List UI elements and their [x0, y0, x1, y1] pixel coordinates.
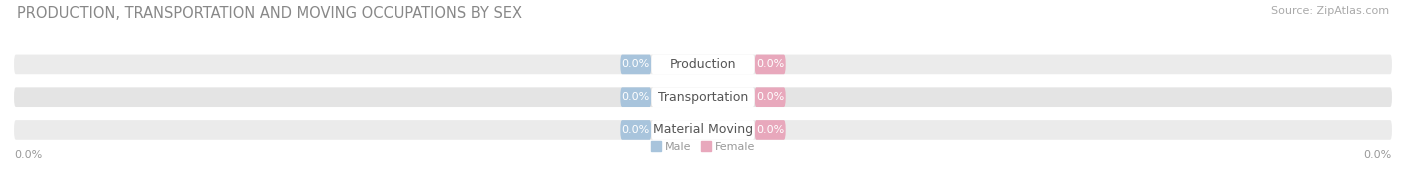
Text: Transportation: Transportation	[658, 91, 748, 104]
Text: PRODUCTION, TRANSPORTATION AND MOVING OCCUPATIONS BY SEX: PRODUCTION, TRANSPORTATION AND MOVING OC…	[17, 6, 522, 21]
FancyBboxPatch shape	[755, 120, 786, 140]
Text: 0.0%: 0.0%	[756, 92, 785, 102]
Text: 0.0%: 0.0%	[1364, 150, 1392, 160]
Text: Production: Production	[669, 58, 737, 71]
Text: 0.0%: 0.0%	[621, 125, 650, 135]
FancyBboxPatch shape	[755, 87, 786, 107]
FancyBboxPatch shape	[651, 55, 755, 74]
FancyBboxPatch shape	[651, 120, 755, 140]
FancyBboxPatch shape	[651, 87, 755, 107]
Text: 0.0%: 0.0%	[14, 150, 42, 160]
Text: Material Moving: Material Moving	[652, 123, 754, 136]
Text: 0.0%: 0.0%	[756, 125, 785, 135]
Text: 0.0%: 0.0%	[621, 92, 650, 102]
FancyBboxPatch shape	[14, 55, 1392, 74]
FancyBboxPatch shape	[620, 120, 651, 140]
FancyBboxPatch shape	[14, 87, 1392, 107]
FancyBboxPatch shape	[620, 55, 651, 74]
Text: 0.0%: 0.0%	[756, 59, 785, 69]
Legend: Male, Female: Male, Female	[647, 136, 759, 156]
Text: Source: ZipAtlas.com: Source: ZipAtlas.com	[1271, 6, 1389, 16]
FancyBboxPatch shape	[14, 120, 1392, 140]
Text: 0.0%: 0.0%	[621, 59, 650, 69]
FancyBboxPatch shape	[755, 55, 786, 74]
FancyBboxPatch shape	[620, 87, 651, 107]
